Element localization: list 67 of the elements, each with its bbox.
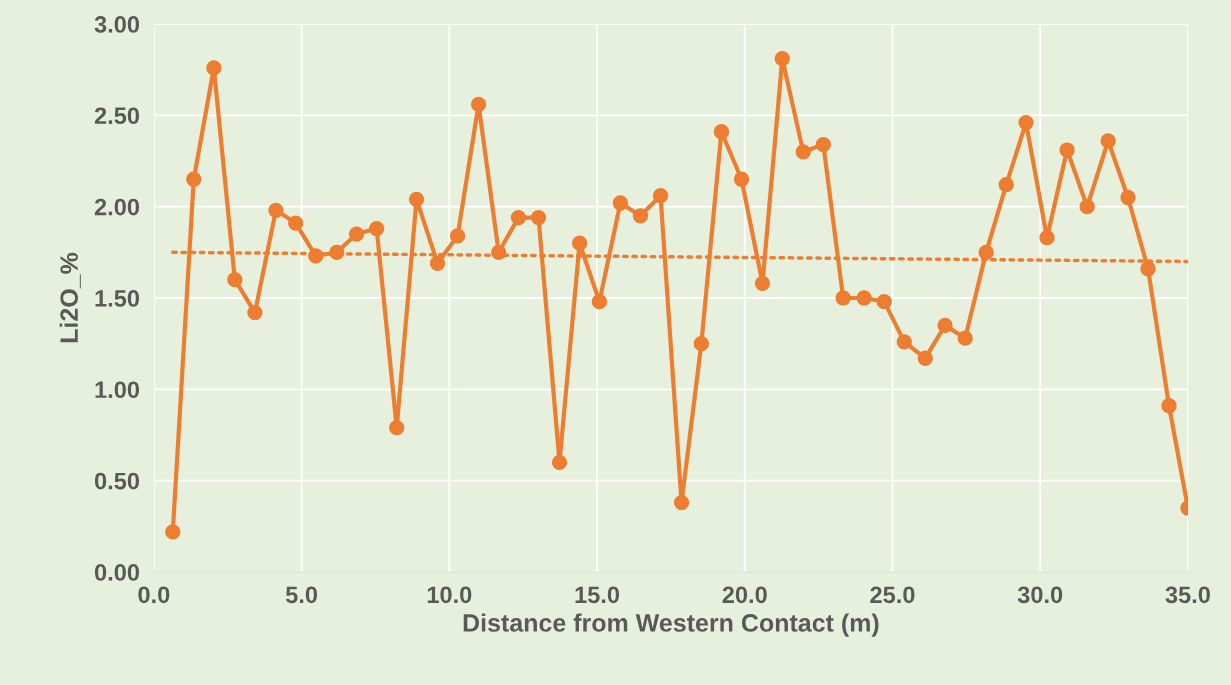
point <box>937 317 953 334</box>
x-tick-label: 5.0 <box>285 586 318 604</box>
point <box>591 293 608 310</box>
point <box>856 290 872 306</box>
point <box>1161 398 1177 414</box>
point <box>713 124 730 140</box>
point <box>510 209 527 226</box>
y-axis-title: Li2O_% <box>59 252 81 343</box>
point <box>733 171 750 187</box>
point <box>408 191 425 207</box>
x-axis-title: Distance from Western Contact (m) <box>463 613 879 637</box>
point <box>308 248 324 264</box>
point <box>348 226 365 242</box>
point <box>368 220 385 237</box>
point <box>1140 261 1156 277</box>
point <box>247 304 263 321</box>
point <box>896 334 912 350</box>
point <box>389 420 405 436</box>
point <box>673 494 690 511</box>
point <box>165 524 181 540</box>
x-tick-label: 25.0 <box>870 586 915 604</box>
x-tick-label: 10.0 <box>427 586 472 604</box>
point <box>288 215 304 231</box>
point <box>268 202 284 218</box>
y-tick-label: 0.50 <box>94 472 140 490</box>
point <box>227 272 243 288</box>
x-tick-label: 15.0 <box>575 586 620 604</box>
point <box>612 195 629 211</box>
point <box>1018 114 1034 131</box>
x-tick-label: 0.0 <box>138 586 170 604</box>
point <box>329 244 345 260</box>
y-tick-label: 2.00 <box>94 198 140 216</box>
y-tick-label: 1.00 <box>95 381 140 399</box>
point <box>693 336 709 352</box>
point <box>815 136 831 153</box>
point <box>1079 199 1095 215</box>
point <box>470 96 487 112</box>
x-tick-label: 35.0 <box>1165 586 1210 604</box>
point <box>449 228 466 244</box>
point <box>1059 142 1075 158</box>
point <box>571 235 588 251</box>
point <box>652 188 669 204</box>
y-tick-label: 2.50 <box>94 107 140 125</box>
point <box>186 171 202 187</box>
point <box>978 244 994 260</box>
point <box>491 244 507 260</box>
point <box>1039 230 1055 246</box>
point <box>835 290 851 306</box>
point <box>998 177 1014 193</box>
y-tick-label: 0.00 <box>94 564 140 581</box>
point <box>957 330 973 346</box>
point <box>632 208 649 224</box>
point <box>429 255 446 271</box>
point <box>754 275 771 292</box>
point <box>917 350 933 366</box>
point <box>206 60 222 76</box>
point <box>1100 133 1116 149</box>
y-tick-label: 1.50 <box>95 290 140 307</box>
y-tick-label: 3.00 <box>94 16 140 33</box>
point <box>1120 189 1136 206</box>
point <box>551 454 568 471</box>
point <box>530 209 547 226</box>
point <box>876 293 892 310</box>
point <box>795 144 811 160</box>
x-tick-label: 30.0 <box>1017 586 1063 604</box>
point <box>774 51 790 67</box>
x-tick-label: 20.0 <box>722 586 767 604</box>
